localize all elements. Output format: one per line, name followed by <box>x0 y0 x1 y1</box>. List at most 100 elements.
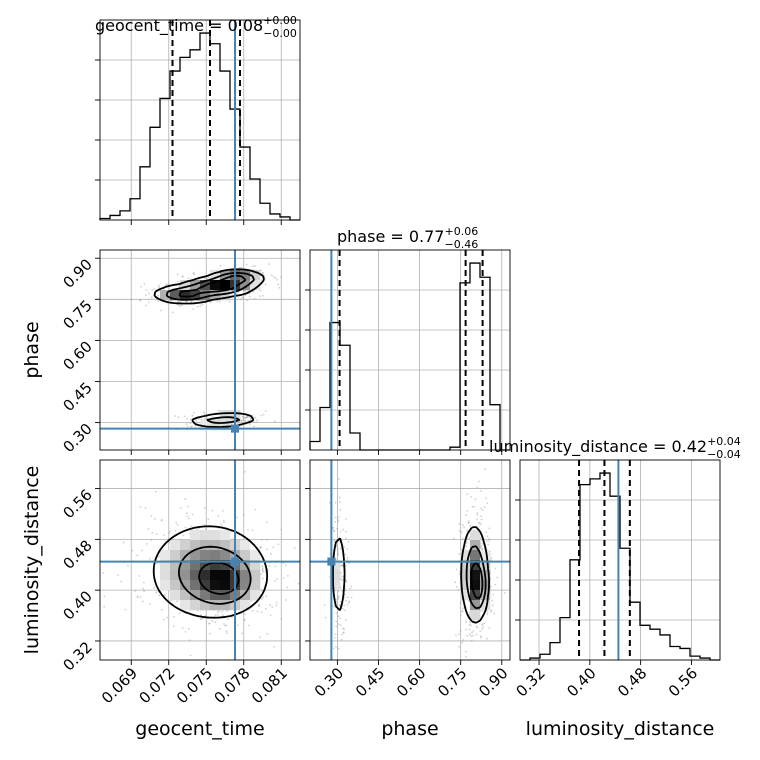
sample-point <box>200 614 202 617</box>
sample-point <box>260 589 263 592</box>
density-cell <box>460 550 471 561</box>
sample-point <box>333 636 336 639</box>
sample-point <box>344 553 347 556</box>
panel-phase-vs-luminosity-distance-x-tick-label: 0.90 <box>475 664 511 700</box>
panel-geocent-time-vs-luminosity-distance-y-tick-label: 0.40 <box>59 587 95 623</box>
panels-layer: 0.32 0.40 0.48 0.560.300.450.600.750.900.06… <box>59 19 721 707</box>
sample-point <box>458 523 461 525</box>
sample-point <box>260 611 263 614</box>
density-cell <box>240 590 251 601</box>
sample-point <box>458 645 461 648</box>
density-cell <box>460 570 471 581</box>
sample-point <box>480 545 483 547</box>
sample-point <box>127 564 129 567</box>
sample-point <box>260 538 263 541</box>
sample-point <box>342 631 345 634</box>
sample-point <box>342 579 344 582</box>
panel-geocent-time-vs-phase-y-tick-label: 0.60 <box>59 338 95 374</box>
sample-point <box>494 567 497 570</box>
density-cell <box>200 540 211 551</box>
sample-point <box>262 596 264 599</box>
sample-point <box>461 537 464 540</box>
sample-point <box>346 558 349 561</box>
panel-geocent-time-vs-luminosity-distance-x-tick-label: 0.069 <box>98 664 141 707</box>
sample-point <box>142 587 145 590</box>
sample-point <box>337 623 340 626</box>
density-cell <box>160 550 171 561</box>
sample-point <box>343 546 346 549</box>
sample-point <box>264 283 267 286</box>
sample-point <box>345 518 347 520</box>
sample-point <box>475 633 478 636</box>
sample-point <box>490 556 493 559</box>
sample-point <box>472 630 475 632</box>
sample-point <box>468 613 471 616</box>
density-contours <box>153 268 265 428</box>
sample-point <box>480 518 483 521</box>
density-cell <box>220 590 231 601</box>
sample-point <box>251 529 254 532</box>
sample-point <box>280 276 283 279</box>
density-cell <box>220 550 231 561</box>
sample-point <box>261 565 264 568</box>
sample-point <box>481 547 483 550</box>
sample-point <box>489 610 492 613</box>
sample-point <box>334 521 337 523</box>
sample-point <box>260 278 263 281</box>
sample-point <box>262 413 265 416</box>
sample-point <box>166 616 169 619</box>
sample-point <box>136 596 139 599</box>
sample-point <box>339 530 342 533</box>
sample-point <box>156 533 158 536</box>
sample-point <box>266 548 269 551</box>
sample-point <box>191 425 193 428</box>
sample-point <box>243 419 246 422</box>
sample-point <box>150 296 153 299</box>
injection-marker <box>231 557 239 566</box>
sample-point <box>302 551 304 553</box>
sample-point <box>103 595 106 598</box>
sample-point <box>206 417 208 420</box>
sample-point <box>200 299 203 302</box>
sample-point <box>259 636 261 639</box>
sample-point <box>470 495 472 498</box>
sample-point <box>336 550 339 553</box>
sample-point <box>348 601 350 604</box>
sample-point <box>480 507 483 510</box>
sample-point <box>97 525 99 527</box>
sample-point <box>208 276 210 279</box>
hist-luminosity-distance-x-tick-label: 0.32 <box>513 664 549 700</box>
density-cell <box>170 550 181 561</box>
sample-point <box>485 540 488 543</box>
sample-point <box>453 537 455 540</box>
density-cell <box>200 590 211 601</box>
sample-point <box>226 610 229 612</box>
density-cell <box>170 580 181 591</box>
sample-point <box>343 604 346 607</box>
sample-point <box>256 610 259 613</box>
density-cell <box>220 570 231 581</box>
sample-point <box>154 591 157 594</box>
sample-point <box>147 527 150 530</box>
sample-point <box>243 613 246 615</box>
sample-point <box>204 614 207 617</box>
sample-point <box>337 590 340 593</box>
sample-point <box>174 415 176 417</box>
density-cell <box>190 590 201 601</box>
sample-point <box>131 549 134 552</box>
sample-point <box>344 564 347 567</box>
density-cell <box>220 540 231 551</box>
sample-point <box>293 547 296 549</box>
sample-point <box>348 562 351 565</box>
sample-point <box>184 526 187 529</box>
sample-point <box>476 518 478 521</box>
sample-point <box>185 423 188 426</box>
sample-point <box>282 562 285 564</box>
sample-point <box>324 616 327 619</box>
sample-point <box>346 556 349 559</box>
sample-point <box>187 277 190 280</box>
axes-frame <box>99 19 301 221</box>
sample-point <box>257 604 260 607</box>
sample-point <box>218 627 221 630</box>
sample-point <box>220 523 223 526</box>
